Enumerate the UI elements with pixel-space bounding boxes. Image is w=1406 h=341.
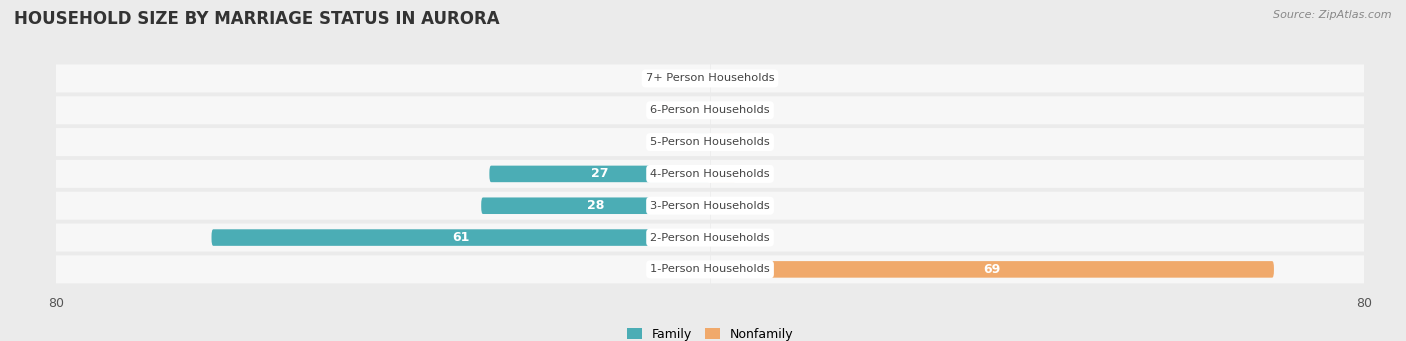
Text: 2: 2: [679, 136, 688, 149]
Legend: Family, Nonfamily: Family, Nonfamily: [621, 323, 799, 341]
FancyBboxPatch shape: [48, 192, 1372, 220]
Text: 0: 0: [742, 231, 751, 244]
FancyBboxPatch shape: [683, 261, 710, 278]
FancyBboxPatch shape: [710, 70, 737, 87]
FancyBboxPatch shape: [48, 160, 1372, 188]
Text: 5-Person Households: 5-Person Households: [650, 137, 770, 147]
FancyBboxPatch shape: [48, 224, 1372, 252]
FancyBboxPatch shape: [710, 261, 1274, 278]
FancyBboxPatch shape: [710, 102, 737, 119]
FancyBboxPatch shape: [48, 64, 1372, 92]
Text: 6-Person Households: 6-Person Households: [650, 105, 770, 115]
FancyBboxPatch shape: [211, 229, 710, 246]
FancyBboxPatch shape: [710, 229, 737, 246]
Text: 4-Person Households: 4-Person Households: [650, 169, 770, 179]
Text: 27: 27: [591, 167, 609, 180]
Text: 0: 0: [669, 263, 678, 276]
Text: 0: 0: [742, 167, 751, 180]
Text: 0: 0: [669, 72, 678, 85]
Text: HOUSEHOLD SIZE BY MARRIAGE STATUS IN AURORA: HOUSEHOLD SIZE BY MARRIAGE STATUS IN AUR…: [14, 10, 499, 28]
Text: 1-Person Households: 1-Person Households: [650, 264, 770, 275]
FancyBboxPatch shape: [710, 134, 737, 150]
FancyBboxPatch shape: [661, 102, 710, 119]
FancyBboxPatch shape: [693, 134, 710, 150]
Text: 28: 28: [586, 199, 605, 212]
FancyBboxPatch shape: [683, 70, 710, 87]
FancyBboxPatch shape: [48, 96, 1372, 124]
Text: 6: 6: [647, 104, 654, 117]
Text: 0: 0: [742, 136, 751, 149]
Text: Source: ZipAtlas.com: Source: ZipAtlas.com: [1274, 10, 1392, 20]
Text: 0: 0: [742, 104, 751, 117]
FancyBboxPatch shape: [48, 255, 1372, 283]
Text: 0: 0: [742, 199, 751, 212]
FancyBboxPatch shape: [489, 166, 710, 182]
Text: 3-Person Households: 3-Person Households: [650, 201, 770, 211]
Text: 69: 69: [983, 263, 1001, 276]
Text: 61: 61: [453, 231, 470, 244]
FancyBboxPatch shape: [48, 128, 1372, 156]
FancyBboxPatch shape: [710, 166, 737, 182]
Text: 0: 0: [742, 72, 751, 85]
FancyBboxPatch shape: [481, 197, 710, 214]
FancyBboxPatch shape: [710, 197, 737, 214]
Text: 7+ Person Households: 7+ Person Households: [645, 73, 775, 84]
Text: 2-Person Households: 2-Person Households: [650, 233, 770, 242]
